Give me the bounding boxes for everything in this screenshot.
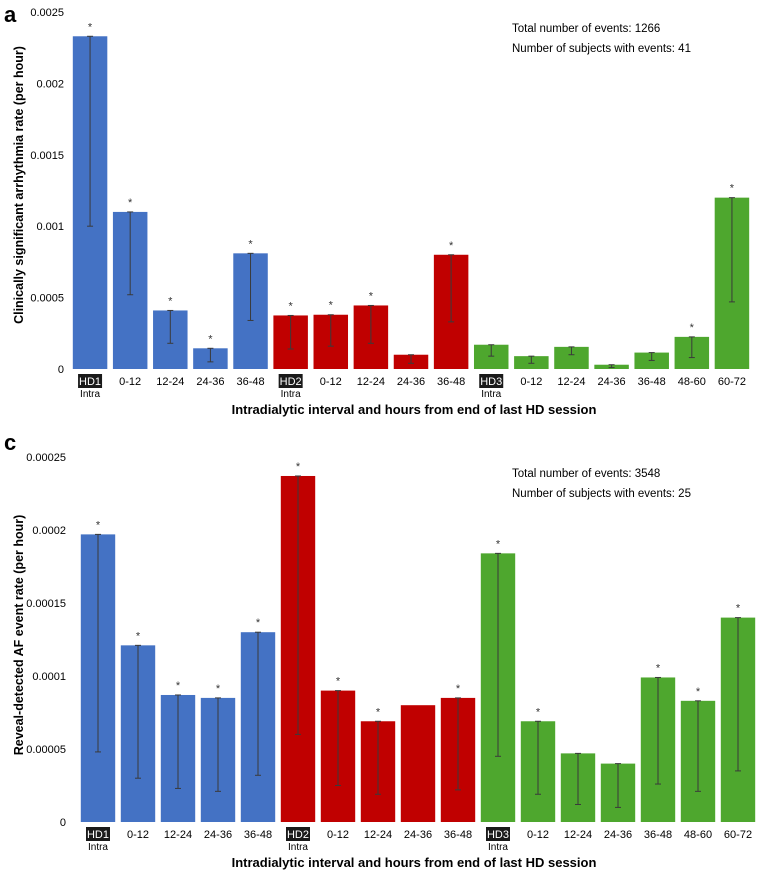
panel-c-significance-star: * [176,680,181,692]
panel-a-significance-star: * [690,322,695,334]
panel-c-x-tick-label: 12-24 [164,829,192,841]
panel-c-y-tick-label: 0.00005 [26,744,66,756]
panel-c-significance-star: * [376,706,381,718]
panel-c-x-tick-label: 0-12 [327,829,349,841]
panel-c-plot: 00.000050.00010.000150.00020.00025*HD1In… [26,452,756,853]
panel-a-y-tick-label: 0.0025 [30,7,64,19]
panel-c-x-tick-label: 24-36 [204,829,232,841]
panel-a-y-tick-label: 0.001 [36,221,64,233]
panel-c-x-tick-sublabel: Intra [88,842,108,853]
panel-c-x-tick-label: HD2 [287,829,309,841]
panel-a-x-tick-label: 12-24 [156,376,184,388]
panel-a-y-tick-label: 0.002 [36,78,64,90]
panel-c-hd-label-box [286,827,310,841]
panel-a-x-tick-label: 0-12 [320,376,342,388]
panel-c-x-tick-label: 24-36 [604,829,632,841]
panel-a-bar [554,346,589,369]
panel-a-x-tick-sublabel: Intra [281,389,301,400]
panel-a-y-tick-label: 0.0005 [30,293,64,305]
panel-a-y-tick-label: 0.0015 [30,150,64,162]
panel-c-x-tick-label: HD3 [487,829,509,841]
panel-c-annotation-events: Total number of events: 3548 [512,468,660,480]
panel-c-x-tick-label: 60-72 [724,829,752,841]
panel-a-significance-star: * [449,240,454,252]
panel-a-significance-star: * [289,300,294,312]
panel-c-annotation-subjects: Number of subjects with events: 25 [512,488,691,500]
panel-a-x-tick-sublabel: Intra [80,389,100,400]
panel-a-x-tick-label: 12-24 [557,376,585,388]
panel-a-x-tick-label: HD3 [480,376,502,388]
panel-a-significance-star: * [248,238,253,250]
panel-c-x-tick-label: 36-48 [444,829,472,841]
panel-c-x-tick-label: HD1 [87,829,109,841]
panel-a-x-tick-label: 24-36 [196,376,224,388]
panel-a-x-tick-label: 36-48 [437,376,465,388]
panel-c-significance-star: * [96,519,101,531]
panel-c-x-tick-label: 0-12 [127,829,149,841]
panel-a-significance-star: * [168,295,173,307]
panel-c-significance-star: * [336,676,341,688]
panel-c-x-tick-label: 12-24 [564,829,592,841]
panel-a-hd-label-box [78,374,103,388]
panel-c-x-axis-label: Intradialytic interval and hours from en… [232,855,597,870]
panel-a-significance-star: * [128,197,133,209]
panel-c-x-tick-label: 36-48 [644,829,672,841]
panel-a-significance-star: * [329,300,334,312]
panel-c-y-axis-label: Reveal-detected AF event rate (per hour) [12,515,26,756]
panel-c-significance-star: * [456,683,461,695]
panel-c-x-tick-label: 24-36 [404,829,432,841]
panel-a-y-axis-label: Clinically significant arrhythmia rate (… [12,46,26,324]
panel-c-significance-star: * [536,706,541,718]
panel-a-plot: 00.00050.0010.00150.0020.0025*HD1Intra*0… [30,7,750,400]
panel-c-bar [400,705,436,822]
panel-a-x-tick-label: 36-48 [638,376,666,388]
panel-c-significance-star: * [496,538,501,550]
panel-c-x-tick-label: 48-60 [684,829,712,841]
panel-a-significance-star: * [208,333,213,345]
panel-a-significance-star: * [88,21,93,33]
panel-c-x-tick-label: 0-12 [527,829,549,841]
panel-a-y-tick-label: 0 [58,364,64,376]
panel-a-significance-star: * [730,183,735,195]
panel-a-x-tick-label: 0-12 [119,376,141,388]
panel-c-x-tick-label: 36-48 [244,829,272,841]
panel-a-x-tick-label: HD2 [280,376,302,388]
panel-a-x-tick-label: 36-48 [236,376,264,388]
panel-a-x-tick-label: 0-12 [520,376,542,388]
panel-a-x-axis-label: Intradialytic interval and hours from en… [232,402,597,417]
panel-c-significance-star: * [736,603,741,615]
panel-a-hd-label-box [479,374,504,388]
panel-a-x-tick-label: 48-60 [678,376,706,388]
panel-c-x-tick-sublabel: Intra [488,842,508,853]
panel-a-x-tick-label: 60-72 [718,376,746,388]
panel-c-hd-label-box [486,827,510,841]
panel-c-x-tick-sublabel: Intra [288,842,308,853]
panel-a-x-tick-label: 12-24 [357,376,385,388]
panel-a-significance-star: * [369,290,374,302]
panel-a-x-tick-label: 24-36 [598,376,626,388]
panel-c-y-tick-label: 0.00015 [26,598,66,610]
panel-c-significance-star: * [656,662,661,674]
panel-c-y-tick-label: 0 [60,817,66,829]
panel-c-significance-star: * [696,686,701,698]
panel-a-x-tick-sublabel: Intra [481,389,501,400]
panel-a-annotation-events: Total number of events: 1266 [512,23,660,35]
panel-c-letter: c [4,430,16,455]
panel-a-x-tick-label: HD1 [79,376,101,388]
panel-c-y-tick-label: 0.00025 [26,452,66,464]
panel-c-hd-label-box [86,827,110,841]
panel-c-y-tick-label: 0.0001 [32,671,66,683]
panel-c-significance-star: * [256,617,261,629]
panel-a-hd-label-box [278,374,303,388]
panel-a-letter: a [4,2,17,27]
panel-a-x-tick-label: 24-36 [397,376,425,388]
panel-a-annotation-subjects: Number of subjects with events: 41 [512,43,691,55]
panel-c-significance-star: * [296,461,301,473]
panel-c-significance-star: * [136,630,141,642]
panel-c-significance-star: * [216,683,221,695]
panel-c-y-tick-label: 0.0002 [32,525,66,537]
panel-c-x-tick-label: 12-24 [364,829,392,841]
